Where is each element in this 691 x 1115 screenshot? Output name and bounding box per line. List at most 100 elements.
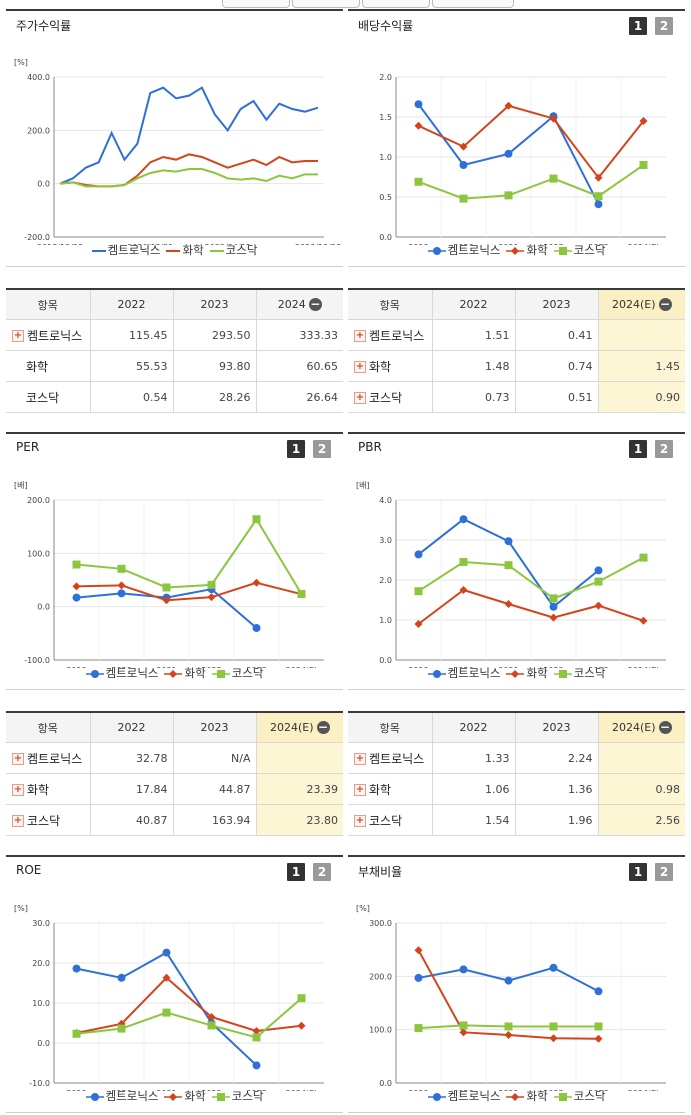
x-tick-label: 2024(E) xyxy=(628,243,660,245)
data-point xyxy=(72,1029,81,1038)
column-header-year: 2022 xyxy=(431,288,515,320)
chart-toggle-2-button[interactable]: 2 xyxy=(313,863,331,881)
expand-row-icon[interactable]: + xyxy=(12,815,24,827)
toolbar-button[interactable] xyxy=(432,0,514,8)
data-point xyxy=(504,1022,513,1031)
legend-label: 코스닥 xyxy=(231,666,264,680)
data-point xyxy=(72,964,81,973)
legend-item: 화학 xyxy=(506,665,548,681)
row-label: 코스닥 xyxy=(6,381,90,413)
table-cell: 1.96 xyxy=(514,804,598,836)
legend-marker xyxy=(169,669,178,678)
table-cell: 115.45 xyxy=(89,319,173,351)
chart-toggle-1-button[interactable]: 1 xyxy=(287,863,305,881)
y-tick-label: 0.0 xyxy=(379,656,392,665)
chart-toggle-1-button[interactable]: 1 xyxy=(629,440,647,458)
column-header-item: 항목 xyxy=(6,711,90,743)
series-line xyxy=(59,86,319,185)
table-cell: N/A xyxy=(172,742,256,774)
table-row: + 화학 1.06 1.36 0.98 xyxy=(348,773,685,805)
legend-item: 코스닥 xyxy=(553,242,606,258)
chart-toggle-2-button[interactable]: 2 xyxy=(655,440,673,458)
table-cell: 2.24 xyxy=(514,742,598,774)
chart-toggle-1-button[interactable]: 1 xyxy=(629,17,647,35)
data-point xyxy=(639,117,648,125)
data-point xyxy=(414,946,423,955)
toolbar-button[interactable] xyxy=(362,0,430,8)
chart-toggle-1-button[interactable]: 1 xyxy=(287,440,305,458)
legend-label: 켐트로닉스 xyxy=(105,1089,159,1103)
legend-marker xyxy=(90,1092,99,1101)
data-point xyxy=(504,149,513,158)
legend-item: 켐트로닉스 xyxy=(427,242,500,258)
table-cell: 0.74 xyxy=(514,350,598,382)
series-line xyxy=(417,588,644,625)
data-point xyxy=(414,620,423,628)
table-row: + 화학 17.84 44.87 23.39 xyxy=(6,773,343,805)
data-point xyxy=(504,537,513,546)
table-row: + 켐트로닉스 1.33 2.24 xyxy=(348,742,685,774)
row-label: + 켐트로닉스 xyxy=(6,319,90,351)
chart-legend: 켐트로닉스 화학 코스닥 xyxy=(6,1088,343,1104)
legend-label: 코스닥 xyxy=(225,243,258,257)
toolbar-button[interactable] xyxy=(222,0,290,8)
data-point xyxy=(252,624,261,632)
expand-row-icon[interactable]: + xyxy=(354,784,366,796)
collapse-column-icon[interactable]: − xyxy=(316,720,330,735)
panel-pbr: PBR 1 2 [배] 4.0 3.0 2.0 1.0 0.0 2019 2020 2021 20… xyxy=(348,432,685,690)
legend-swatch-icon xyxy=(427,246,446,255)
series-line xyxy=(76,581,302,602)
row-label: + 화학 xyxy=(348,773,432,805)
data-point xyxy=(117,589,126,598)
x-tick-label: 2023 xyxy=(246,666,266,668)
expand-row-icon[interactable]: + xyxy=(12,330,24,342)
table-cell: 333.33 xyxy=(255,319,343,351)
collapse-column-icon[interactable]: − xyxy=(658,720,672,735)
expand-row-icon[interactable]: + xyxy=(354,392,366,404)
toolbar-button[interactable] xyxy=(292,0,360,8)
data-point xyxy=(117,973,126,982)
data-point xyxy=(549,114,558,123)
x-tick-label: 2024(E) xyxy=(628,1089,660,1091)
x-tick-label: 2020 xyxy=(453,666,473,668)
expand-row-icon[interactable]: + xyxy=(354,815,366,827)
expand-row-icon[interactable]: + xyxy=(12,753,24,765)
expand-row-icon[interactable]: + xyxy=(354,361,366,373)
collapse-column-icon[interactable]: − xyxy=(658,297,672,312)
expand-row-icon[interactable]: + xyxy=(354,330,366,342)
data-point xyxy=(414,550,423,559)
data-point xyxy=(252,1033,261,1042)
x-tick-label: 2024(E) xyxy=(286,1089,318,1091)
column-header-year: 2023 xyxy=(172,288,256,320)
chart-legend: 켐트로닉스 화학 코스닥 xyxy=(6,242,343,258)
row-label: + 켐트로닉스 xyxy=(348,742,432,774)
legend-swatch-icon xyxy=(427,1092,446,1101)
row-label: + 화학 xyxy=(6,773,90,805)
legend-marker xyxy=(511,669,520,678)
chart-toggle-2-button[interactable]: 2 xyxy=(655,17,673,35)
legend-label: 코스닥 xyxy=(573,243,606,257)
x-tick-label: 2019 xyxy=(66,666,86,668)
table-row: + 코스닥 1.54 1.96 2.56 xyxy=(348,804,685,836)
expand-row-icon[interactable]: + xyxy=(354,753,366,765)
legend-swatch-icon xyxy=(553,669,572,678)
x-tick-label: 2024(E) xyxy=(628,666,660,668)
row-label: + 화학 xyxy=(348,350,432,382)
table-cell: 40.87 xyxy=(89,804,173,836)
y-tick-label: 100.0 xyxy=(27,549,50,558)
expand-row-icon[interactable]: + xyxy=(12,784,24,796)
chart-toggle-2-button[interactable]: 2 xyxy=(313,440,331,458)
column-header-year: 2022 xyxy=(431,711,515,743)
chart-toggle-2-button[interactable]: 2 xyxy=(655,863,673,881)
legend-swatch-icon xyxy=(85,1092,104,1101)
table-cell: 2.56 xyxy=(597,804,685,836)
collapse-column-icon[interactable]: − xyxy=(308,297,322,312)
data-point xyxy=(594,601,603,610)
x-tick-label: 2019 xyxy=(408,1089,428,1091)
data-point xyxy=(459,194,468,203)
x-tick-label: 2020/08/31 xyxy=(127,243,173,245)
column-header-year: 2024(E) − xyxy=(597,288,685,320)
y-tick-label: 100.0 xyxy=(369,1026,392,1035)
legend-item: 화학 xyxy=(506,242,548,258)
chart-toggle-1-button[interactable]: 1 xyxy=(629,863,647,881)
